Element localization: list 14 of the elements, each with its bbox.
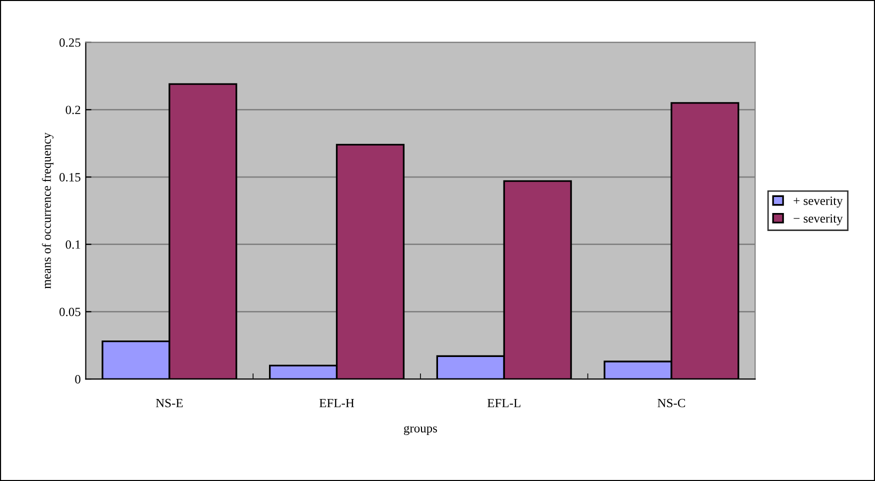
y-tick-label: 0.1 — [66, 240, 80, 249]
y-tick-label: 0.2 — [66, 106, 80, 114]
legend-label: + severity — [794, 196, 843, 208]
y-tick-label: 0.05 — [59, 308, 80, 316]
x-tick-label: EFL-H — [319, 398, 354, 408]
y-tick-label: 0 — [75, 375, 80, 384]
x-tick-label: NS-C — [658, 398, 686, 408]
y-tick-label: 0.15 — [59, 173, 80, 182]
x-tick-label: NS-E — [156, 398, 183, 408]
x-tick-label: EFL-L — [487, 398, 520, 408]
y-tick-label: 0.25 — [59, 38, 80, 47]
y-axis-title: means of occurrence frequency — [42, 132, 54, 289]
legend-label: − severity — [794, 214, 843, 226]
x-axis-title: groups — [404, 426, 437, 436]
